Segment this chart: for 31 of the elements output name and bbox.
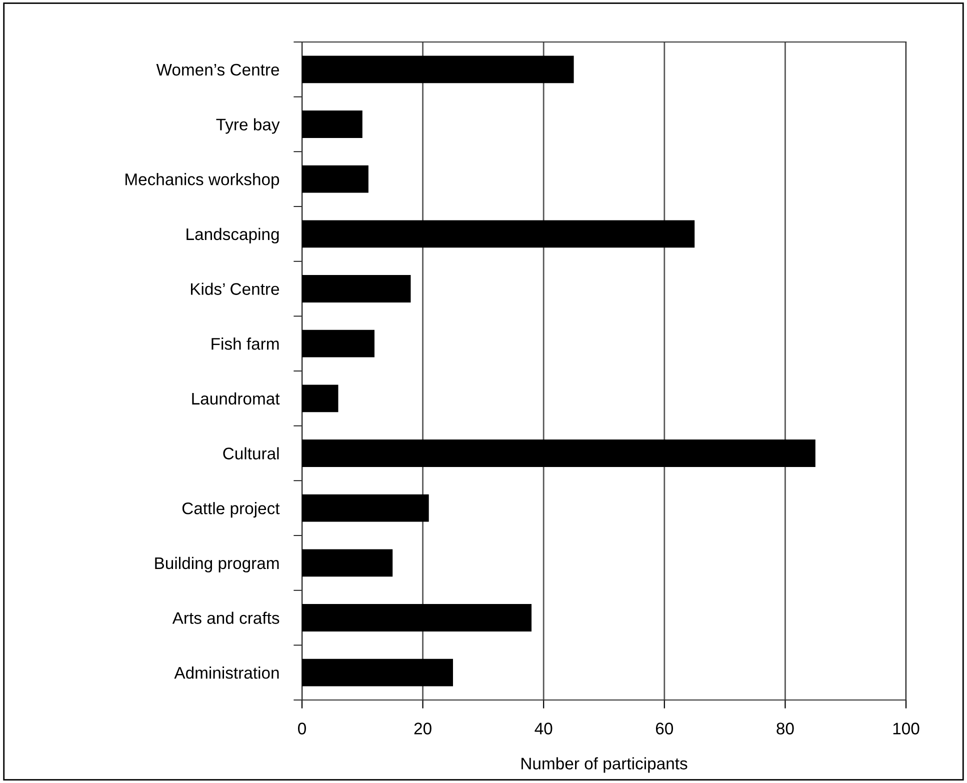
x-tick-label: 100 bbox=[893, 722, 920, 734]
y-tick-label: Laundromat bbox=[192, 392, 280, 405]
y-tick-label: Landscaping bbox=[186, 228, 279, 244]
y-tick-label: Administration bbox=[174, 666, 279, 679]
bar bbox=[302, 384, 338, 412]
bar bbox=[302, 110, 362, 138]
y-tick-label: Women’s Centre bbox=[156, 64, 280, 76]
y-tick-label: Kids’ Centre bbox=[190, 282, 280, 295]
x-tick-label: 20 bbox=[414, 722, 432, 734]
y-tick-label: Cattle project bbox=[182, 502, 280, 518]
y-tick-label: Tyre bay bbox=[216, 118, 280, 134]
bar bbox=[302, 220, 695, 248]
x-tick-label: 0 bbox=[298, 722, 306, 734]
x-tick-label: 60 bbox=[656, 722, 674, 734]
bar bbox=[302, 330, 374, 358]
bar bbox=[302, 440, 816, 467]
y-tick-label: Mechanics workshop bbox=[126, 173, 280, 189]
y-tick-label: Fish farm bbox=[212, 338, 279, 350]
bar bbox=[302, 165, 368, 193]
bar bbox=[302, 56, 574, 84]
bar bbox=[302, 658, 453, 686]
x-tick-label: 80 bbox=[776, 722, 794, 734]
bar bbox=[302, 604, 532, 632]
y-tick-label: Arts and crafts bbox=[172, 612, 280, 624]
bar bbox=[302, 494, 429, 522]
x-axis-title: Number of participants bbox=[522, 757, 688, 773]
bar bbox=[302, 275, 411, 302]
y-tick-label: Cultural bbox=[223, 447, 279, 460]
bar bbox=[302, 549, 393, 577]
y-tick-label: Building program bbox=[155, 556, 279, 572]
x-tick-label: 40 bbox=[534, 722, 552, 734]
